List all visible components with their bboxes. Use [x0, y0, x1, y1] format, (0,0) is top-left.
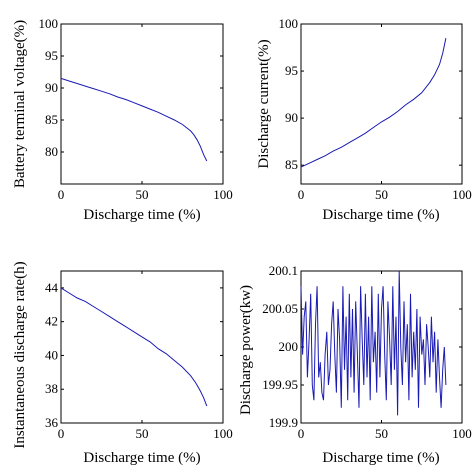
y-tick-label: 200.1 [269, 263, 298, 278]
x-tick-labels: 0 50 100 [298, 187, 472, 202]
series-line [300, 37, 447, 168]
x-tick-labels: 0 50 100 [58, 426, 233, 441]
panel-discharge-rate: 0 50 100 36 38 40 42 44 Discharge time (… [12, 261, 233, 466]
x-tick-label: 50 [136, 426, 149, 441]
x-axis-label: Discharge time (%) [83, 450, 200, 466]
x-tick-label: 100 [213, 426, 233, 441]
x-tick-label: 0 [58, 187, 65, 202]
x-tick-label: 0 [298, 426, 305, 441]
x-axis-label: Discharge time (%) [322, 207, 439, 223]
x-tick-label: 0 [298, 187, 305, 202]
y-tick-label: 36 [45, 415, 59, 430]
series-line [60, 77, 208, 162]
x-tick-label: 100 [213, 187, 233, 202]
x-axis-label: Discharge time (%) [322, 450, 439, 466]
panel-discharge-current: 0 50 100 85 90 95 100 Discharge time (%)… [256, 16, 472, 223]
panel-discharge-power: 0 50 100 199.9 199.95 200 200.05 200.1 D… [238, 263, 472, 466]
y-tick-label: 85 [45, 112, 58, 127]
y-tick-label: 44 [45, 280, 59, 295]
y-tick-label: 199.95 [262, 377, 298, 392]
x-tick-label: 50 [375, 187, 388, 202]
series-line [60, 287, 208, 407]
y-tick-label: 200.05 [262, 301, 298, 316]
x-tick-labels: 0 50 100 [298, 426, 472, 441]
y-tick-label: 38 [45, 381, 58, 396]
y-tick-labels: 36 38 40 42 44 [45, 280, 59, 430]
x-tick-label: 50 [375, 426, 388, 441]
y-tick-label: 40 [45, 347, 58, 362]
series-layer [60, 271, 224, 424]
y-tick-label: 85 [285, 157, 298, 172]
y-tick-label: 90 [285, 110, 298, 125]
series-layer [300, 23, 463, 184]
y-tick-label: 42 [45, 314, 58, 329]
y-tick-label: 95 [45, 48, 58, 63]
y-tick-labels: 80 85 90 95 100 [39, 16, 59, 159]
y-tick-label: 100 [39, 16, 59, 31]
x-tick-label: 50 [136, 187, 149, 202]
x-tick-label: 0 [58, 426, 65, 441]
series-line [300, 270, 447, 416]
x-tick-label: 100 [452, 426, 472, 441]
plot-frame [60, 23, 224, 185]
x-tick-labels: 0 50 100 [58, 187, 233, 202]
plot-frame [60, 270, 224, 424]
x-tick-label: 100 [452, 187, 472, 202]
plot-frame [300, 23, 463, 185]
y-tick-label: 95 [285, 63, 298, 78]
y-tick-label: 199.9 [269, 415, 298, 430]
y-tick-label: 90 [45, 80, 58, 95]
panel-battery-voltage: 0 50 100 80 85 90 95 100 Discharge time … [12, 16, 233, 223]
y-axis-label: Discharge current(%) [256, 39, 272, 168]
y-tick-label: 80 [45, 144, 58, 159]
y-axis-label: Discharge power(kw) [238, 285, 254, 415]
y-tick-labels: 85 90 95 100 [279, 16, 299, 172]
y-tick-labels: 199.9 199.95 200 200.05 200.1 [262, 263, 298, 430]
y-tick-label: 200 [279, 339, 299, 354]
series-layer [60, 23, 224, 184]
y-axis-label: Instantaneous discharge rate(h) [12, 261, 28, 448]
y-axis-label: Battery terminal voltage(%) [12, 20, 28, 188]
y-tick-label: 100 [279, 16, 299, 31]
series-layer [300, 270, 463, 424]
x-axis-label: Discharge time (%) [83, 207, 200, 223]
